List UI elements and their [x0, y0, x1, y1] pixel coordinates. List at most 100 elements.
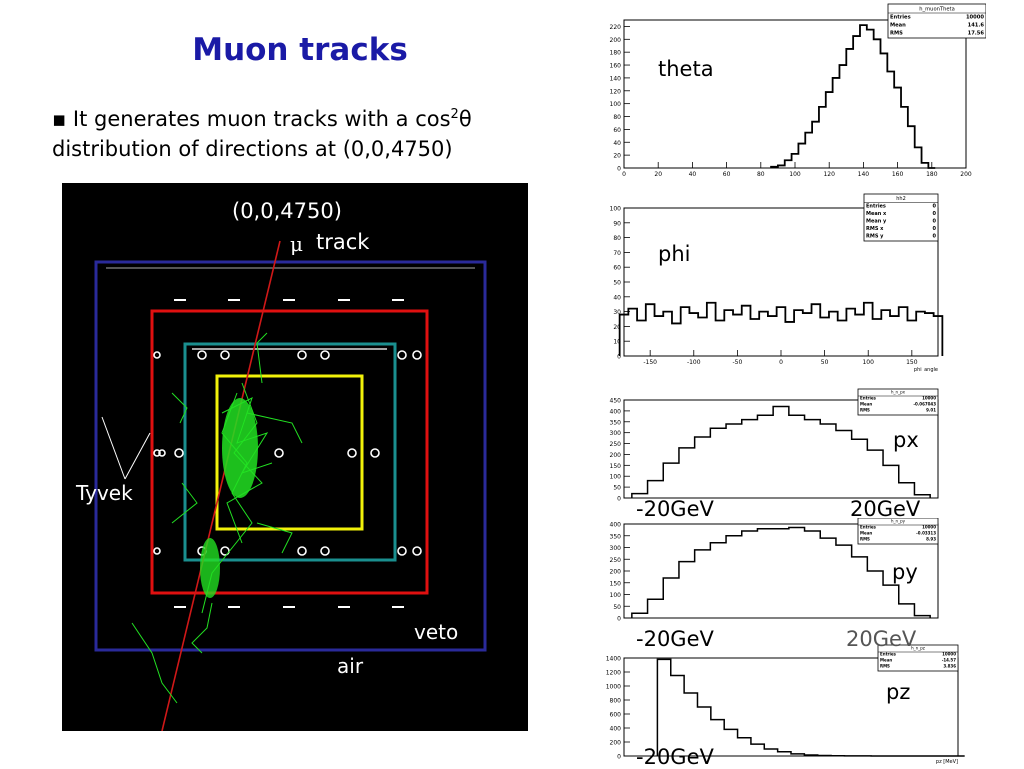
x-tick-label: 100	[862, 359, 874, 366]
x-tick-label: 60	[723, 171, 731, 178]
histogram-series	[631, 526, 931, 618]
plot-frame	[623, 399, 939, 499]
pz-left-label: -20GeV	[636, 745, 714, 769]
x-tick-label: 50	[821, 359, 829, 366]
x-tick-label: 20	[654, 171, 662, 178]
stats-box	[877, 644, 959, 672]
y-tick-label: 140	[610, 75, 622, 82]
theta-label: theta	[658, 57, 714, 81]
y-tick-label: 10	[613, 339, 621, 346]
stats-key: Entries	[890, 15, 911, 21]
x-tick-label: 80	[757, 171, 765, 178]
slide-title: Muon tracks	[192, 32, 408, 68]
x-tick-label: 150	[906, 359, 918, 366]
y-tick-label: 400	[610, 408, 622, 415]
histogram-series	[770, 24, 936, 169]
x-tick-label: -100	[687, 359, 701, 366]
y-tick-label: 250	[610, 441, 622, 448]
tyvek-label: Tyvek	[76, 481, 133, 505]
stats-title: h_n_pz	[911, 646, 925, 651]
track-label: track	[316, 230, 370, 254]
y-tick-label: 20	[613, 153, 621, 160]
y-tick-label: 150	[610, 580, 622, 587]
y-tick-label: 160	[610, 63, 622, 70]
x-tick-label: 160	[892, 171, 904, 178]
y-tick-label: 200	[610, 452, 622, 459]
y-tick-label: 400	[610, 726, 622, 733]
stats-title: h_n_py	[891, 519, 906, 524]
y-tick-label: 1000	[606, 684, 621, 691]
y-tick-label: 800	[610, 698, 622, 705]
y-tick-label: 300	[610, 430, 622, 437]
y-tick-label: 0	[617, 496, 621, 503]
x-tick-label: 40	[689, 171, 697, 178]
pmt-dashes-top	[174, 299, 404, 301]
stats-value: -0.03313	[916, 531, 936, 536]
bullet-marker: ▪	[52, 107, 67, 131]
y-tick-label: 100	[610, 101, 622, 108]
stats-value: 0	[933, 219, 937, 225]
veto-label: veto	[414, 620, 459, 644]
px-label: px	[893, 428, 919, 452]
y-tick-label: 0	[617, 166, 621, 173]
pz-label: pz	[886, 680, 911, 704]
y-tick-label: 100	[610, 206, 622, 213]
y-tick-label: 180	[610, 50, 622, 57]
y-tick-label: 1200	[606, 670, 621, 677]
y-tick-label: 200	[610, 569, 622, 576]
stats-value: -0.067043	[913, 402, 936, 407]
plot-frame	[623, 657, 959, 757]
air-label: air	[337, 654, 364, 678]
y-tick-label: 30	[613, 309, 621, 316]
py-histogram: 0 50 100 150 200 250 300 350 400 h_n_py Entries 100…	[596, 517, 946, 624]
simulation-view: (0,0,4750) μ track Tyvek veto air	[62, 183, 528, 732]
pmt-circles	[153, 350, 422, 556]
y-tick-label: 80	[613, 114, 621, 121]
shower-core	[222, 398, 258, 498]
x-tick-label: 200	[960, 171, 972, 178]
y-tick-label: 40	[613, 140, 621, 147]
stats-value: 0	[933, 234, 937, 240]
y-tick-label: 150	[610, 463, 622, 470]
stats-key: Entries	[860, 525, 877, 530]
y-tick-label: 600	[610, 712, 622, 719]
y-tick-label: 60	[613, 127, 621, 134]
stats-box	[887, 3, 987, 39]
y-tick-label: 60	[613, 265, 621, 272]
pmt-dashes-bottom	[174, 606, 404, 608]
x-tick-label: 180	[926, 171, 938, 178]
y-tick-label: 200	[610, 37, 622, 44]
y-tick-label: 80	[613, 235, 621, 242]
y-tick-label: 1400	[606, 656, 621, 663]
y-tick-label: 350	[610, 533, 622, 540]
y-tick-label: 200	[610, 740, 622, 747]
y-tick-label: 120	[610, 88, 622, 95]
x-tick-label: 0	[779, 359, 783, 366]
histogram-series	[656, 658, 965, 757]
histogram-svg-4: 0 200 400 600 800 1000 1200 1400 pz [MeV] h_n_pz E…	[606, 644, 965, 765]
stats-value: -14.57	[942, 658, 957, 663]
x-tick-label: 120	[823, 171, 835, 178]
stats-key: RMS y	[866, 234, 884, 240]
bullet-sup: 2	[450, 107, 459, 122]
y-tick-label: 400	[610, 522, 622, 529]
stats-value: 10000	[922, 525, 936, 530]
stats-value: 0	[933, 211, 937, 217]
inner-box	[183, 342, 397, 562]
stats-box	[863, 193, 939, 242]
x-tick-label: 0	[622, 171, 626, 178]
x-tick-label: -150	[643, 359, 657, 366]
stats-key: Mean x	[866, 211, 887, 217]
bullet-line1: It generates muon tracks with a cos	[72, 107, 451, 131]
y-tick-label: 50	[613, 604, 621, 611]
stats-key: Mean	[890, 23, 906, 29]
y-tick-label: 350	[610, 419, 622, 426]
stats-key: Mean	[860, 531, 872, 536]
stats-key: Entries	[880, 652, 897, 657]
stats-key: RMS	[890, 31, 903, 37]
shower-lower	[200, 538, 220, 598]
stats-key: RMS x	[866, 226, 884, 232]
core-box	[215, 374, 364, 531]
theta-histogram: 0 20 40 60 80 100 120 140 160 180 200 220 0 20 40 60 80 1…	[596, 2, 987, 180]
py-label: py	[892, 560, 918, 584]
